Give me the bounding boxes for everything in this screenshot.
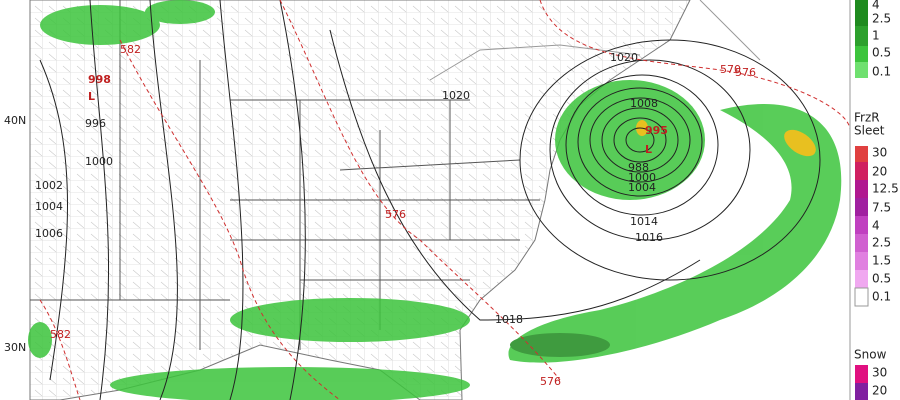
map	[28, 0, 851, 400]
legend-label: 30	[872, 146, 887, 160]
precip	[28, 0, 842, 400]
legend-label: 20	[872, 384, 887, 398]
map-label: 988	[628, 161, 649, 174]
map-label: 1002	[35, 179, 63, 192]
map-label: 30N	[4, 341, 26, 354]
isobars	[39, 0, 821, 400]
thickness	[39, 0, 851, 400]
map-label: 570	[720, 63, 741, 76]
legend-title: FrzR	[854, 111, 880, 125]
legend: 42.510.50.1FrzRSleet302012.57.542.51.50.…	[854, 0, 899, 398]
map-label: 576	[540, 375, 561, 388]
map-label: 1000	[85, 155, 113, 168]
map-label: L	[88, 90, 95, 103]
map-label: 1020	[610, 51, 638, 64]
map-label: 1020	[442, 89, 470, 102]
legend-label: 4	[872, 219, 880, 233]
legend-bars	[849, 0, 869, 400]
legend-label: 1	[872, 29, 880, 43]
legend-label: 0.1	[872, 290, 891, 304]
map-label: 1006	[35, 227, 63, 240]
legend-subtitle: Sleet	[854, 124, 885, 138]
map-label: 998	[88, 73, 111, 86]
map-label: 1016	[635, 231, 663, 244]
legend-label: 4	[872, 0, 880, 12]
legend-label: 0.5	[872, 272, 891, 286]
legend-label: 0.1	[872, 65, 891, 79]
map-label: 582	[50, 328, 71, 341]
canada	[429, 0, 761, 81]
map-label: 1004	[628, 181, 656, 194]
mixed-precip	[784, 129, 816, 157]
legend-label: 20	[872, 165, 887, 179]
map-label: 576	[385, 208, 406, 221]
map-label: 1004	[35, 200, 63, 213]
map-label: 576	[735, 66, 756, 79]
map-label: 1008	[630, 97, 658, 110]
map-labels: 40N 30N 998 L 995 L 996 1000 1002 1004 1006 1020 102…	[4, 43, 756, 388]
map-label: L	[645, 143, 652, 156]
legend-label: 30	[872, 366, 887, 380]
legend-label: 0.5	[872, 46, 891, 60]
map-label: 582	[120, 43, 141, 56]
map-label: 40N	[4, 114, 26, 127]
map-label: 1018	[495, 313, 523, 326]
legend-title: Snow	[854, 348, 887, 362]
map-label: 996	[85, 117, 106, 130]
legend-label: 7.5	[872, 201, 891, 215]
map-label: 995	[645, 124, 668, 137]
map-label: 1014	[630, 215, 658, 228]
map-label: 1000	[628, 171, 656, 184]
legend-label: 1.5	[872, 254, 891, 268]
legend-label: 2.5	[872, 236, 891, 250]
legend-label: 12.5	[872, 182, 899, 196]
legend-label: 2.5	[872, 12, 891, 26]
